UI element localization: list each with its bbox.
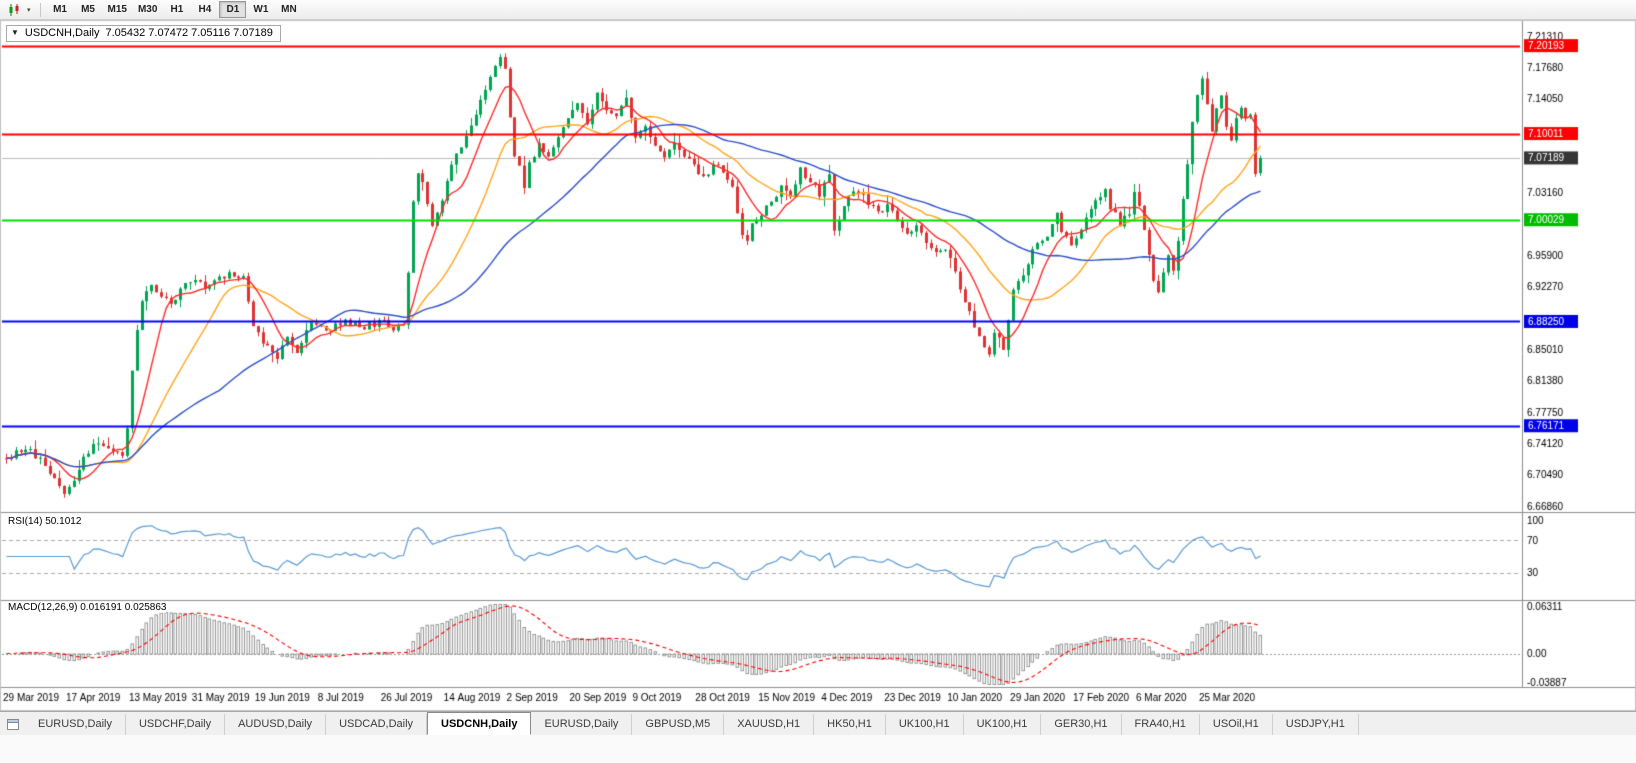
tf-h1-button[interactable]: H1 — [163, 1, 190, 18]
toolbar-separator — [39, 2, 41, 17]
tf-mn-button[interactable]: MN — [275, 1, 302, 18]
tab-uk100-h1[interactable]: UK100,H1 — [886, 714, 964, 735]
chart-ohlc-values: 7.05432 7.07472 7.05116 7.07189 — [105, 27, 273, 39]
tab-xauusd-h1[interactable]: XAUUSD,H1 — [724, 714, 815, 735]
tf-h4-button[interactable]: H4 — [191, 1, 218, 18]
tab-eurusd-daily[interactable]: EURUSD,Daily — [25, 714, 126, 735]
chart-type-dropdown-caret-icon[interactable]: ▾ — [27, 6, 31, 14]
tf-d1-button[interactable]: D1 — [219, 1, 247, 18]
chart-tab-bar: EURUSD,Daily USDCHF,Daily AUDUSD,Daily U… — [0, 711, 1636, 735]
macd-indicator-label: MACD(12,26,9) 0.016191 0.025863 — [8, 602, 167, 613]
chart-symbol-label: USDCNH,Daily — [24, 27, 100, 39]
tab-usdcnh-daily[interactable]: USDCNH,Daily — [427, 712, 532, 735]
tab-fra40-h1[interactable]: FRA40,H1 — [1122, 714, 1200, 735]
tf-m15-button[interactable]: M15 — [103, 1, 132, 18]
tf-w1-button[interactable]: W1 — [247, 1, 274, 18]
tab-uk100-h1-2[interactable]: UK100,H1 — [964, 714, 1042, 735]
tf-m30-button[interactable]: M30 — [133, 1, 162, 18]
tab-audusd-daily[interactable]: AUDUSD,Daily — [225, 714, 327, 735]
window-glyph — [7, 718, 19, 730]
tab-ger30-h1[interactable]: GER30,H1 — [1041, 714, 1122, 735]
candlestick-glyph — [9, 3, 19, 16]
tab-usdjpy-h1[interactable]: USDJPY,H1 — [1273, 714, 1359, 735]
tab-usdchf-daily[interactable]: USDCHF,Daily — [126, 714, 226, 735]
chart-title-box: ▼ USDCNH,Daily 7.05432 7.07472 7.05116 7… — [6, 25, 281, 42]
timeframe-toolbar: ▾ M1 M5 M15 M30 H1 H4 D1 W1 MN — [0, 0, 1636, 20]
tab-usoil-h1[interactable]: USOil,H1 — [1200, 714, 1273, 735]
tab-usdcad-daily[interactable]: USDCAD,Daily — [326, 714, 428, 735]
tab-hk50-h1[interactable]: HK50,H1 — [814, 714, 886, 735]
tf-m5-button[interactable]: M5 — [75, 1, 102, 18]
rsi-indicator-label: RSI(14) 50.1012 — [8, 516, 82, 527]
tab-gbpusd-m5[interactable]: GBPUSD,M5 — [632, 714, 725, 735]
tf-m1-button[interactable]: M1 — [47, 1, 74, 18]
chart-type-icon[interactable] — [4, 1, 26, 18]
chart-context-arrow-icon[interactable]: ▼ — [11, 28, 19, 37]
status-strip — [0, 735, 1636, 763]
chart-window-icon[interactable] — [4, 715, 22, 733]
price-chart-canvas[interactable] — [0, 20, 1636, 711]
tab-eurusd-daily-2[interactable]: EURUSD,Daily — [531, 714, 633, 735]
